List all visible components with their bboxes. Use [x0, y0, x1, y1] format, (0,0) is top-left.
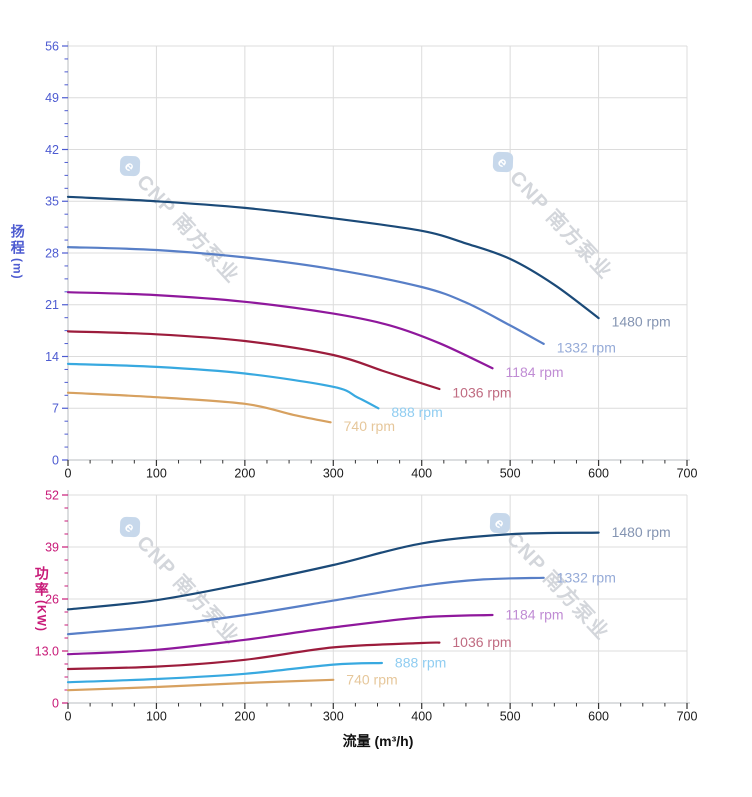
- watermark-logo-icon: [489, 512, 511, 534]
- series-740-rpm-label: 740 rpm: [346, 671, 397, 687]
- y-tick-label: 49: [45, 91, 59, 105]
- x-axis-title: 流量 (m³/h): [342, 733, 414, 749]
- series-888-rpm-label: 888 rpm: [391, 404, 442, 420]
- x-tick-label: 500: [500, 467, 521, 481]
- y-tick-label: 0: [52, 453, 59, 467]
- y-tick-label: 35: [45, 195, 59, 209]
- y-tick-label: 7: [52, 402, 59, 416]
- power-y-axis-title: 功率 (KW): [33, 566, 50, 632]
- series-1332-rpm-curve: [66, 246, 545, 345]
- watermark-logo-icon: [119, 155, 141, 177]
- series-740-rpm-curve: [66, 678, 335, 692]
- series-1332-rpm-curve: [66, 576, 545, 636]
- series-888-rpm-label: 888 rpm: [395, 655, 446, 671]
- x-tick-label: 700: [677, 467, 698, 481]
- series-1480-rpm-label: 1480 rpm: [612, 314, 671, 330]
- y-tick-label: 13.0: [35, 644, 59, 658]
- x-tick-label: 100: [146, 710, 167, 724]
- head-y-axis-title-unit: (m): [10, 258, 25, 280]
- series-740-rpm-label: 740 rpm: [344, 418, 395, 434]
- y-tick-label: 21: [45, 298, 59, 312]
- series-1184-rpm-label: 1184 rpm: [505, 607, 563, 623]
- series-1332-rpm-label: 1332 rpm: [557, 339, 616, 355]
- x-tick-label: 0: [65, 467, 72, 481]
- x-tick-label: 300: [323, 467, 344, 481]
- y-tick-label: 26: [45, 592, 59, 606]
- series-1480-rpm-curve: [66, 195, 600, 320]
- watermark-logo-icon: [492, 151, 514, 173]
- watermark-text: CNP 南方泵业: [502, 527, 615, 645]
- series-1036-rpm-label: 1036 rpm: [452, 385, 511, 401]
- y-tick-label: 0: [52, 696, 59, 710]
- x-tick-label: 400: [411, 467, 432, 481]
- power-y-axis-title-unit: (KW): [34, 600, 49, 632]
- series-1184-rpm-label: 1184 rpm: [505, 364, 563, 380]
- x-tick-label: 600: [588, 710, 609, 724]
- x-tick-label: 300: [323, 710, 344, 724]
- series-1036-rpm-curve: [66, 641, 441, 671]
- watermark-text: CNP 南方泵业: [132, 170, 245, 288]
- series-1480-rpm-label: 1480 rpm: [612, 524, 671, 540]
- y-tick-label: 14: [45, 350, 59, 364]
- y-tick-label: 56: [45, 39, 59, 53]
- y-tick-label: 52: [45, 488, 59, 502]
- x-tick-label: 400: [411, 710, 432, 724]
- power-y-axis-title-text: 功率: [33, 566, 50, 598]
- series-1036-rpm-curve: [66, 330, 441, 391]
- series-888-rpm-curve: [66, 661, 383, 684]
- x-tick-label: 700: [677, 710, 698, 724]
- series-1332-rpm-label: 1332 rpm: [557, 569, 616, 585]
- head-y-axis-title-text: 扬程: [9, 224, 26, 256]
- series-1480-rpm-curve: [66, 531, 600, 611]
- y-tick-label: 28: [45, 246, 59, 260]
- series-1184-rpm-curve: [66, 291, 494, 370]
- x-tick-label: 200: [234, 467, 255, 481]
- series-888-rpm-curve: [66, 362, 380, 410]
- series-1184-rpm-curve: [66, 613, 494, 656]
- x-tick-label: 100: [146, 467, 167, 481]
- series-740-rpm-curve: [66, 391, 332, 424]
- y-tick-label: 42: [45, 143, 59, 157]
- power-gridlines: [68, 494, 688, 703]
- x-tick-label: 600: [588, 467, 609, 481]
- watermark-logo-icon: [119, 516, 141, 538]
- x-tick-label: 200: [234, 710, 255, 724]
- x-tick-label: 0: [65, 710, 72, 724]
- x-tick-label: 500: [500, 710, 521, 724]
- series-1036-rpm-label: 1036 rpm: [452, 634, 511, 650]
- watermark-text: CNP 南方泵业: [132, 531, 245, 649]
- y-tick-label: 39: [45, 540, 59, 554]
- head-y-axis-title: 扬程 (m): [9, 224, 26, 280]
